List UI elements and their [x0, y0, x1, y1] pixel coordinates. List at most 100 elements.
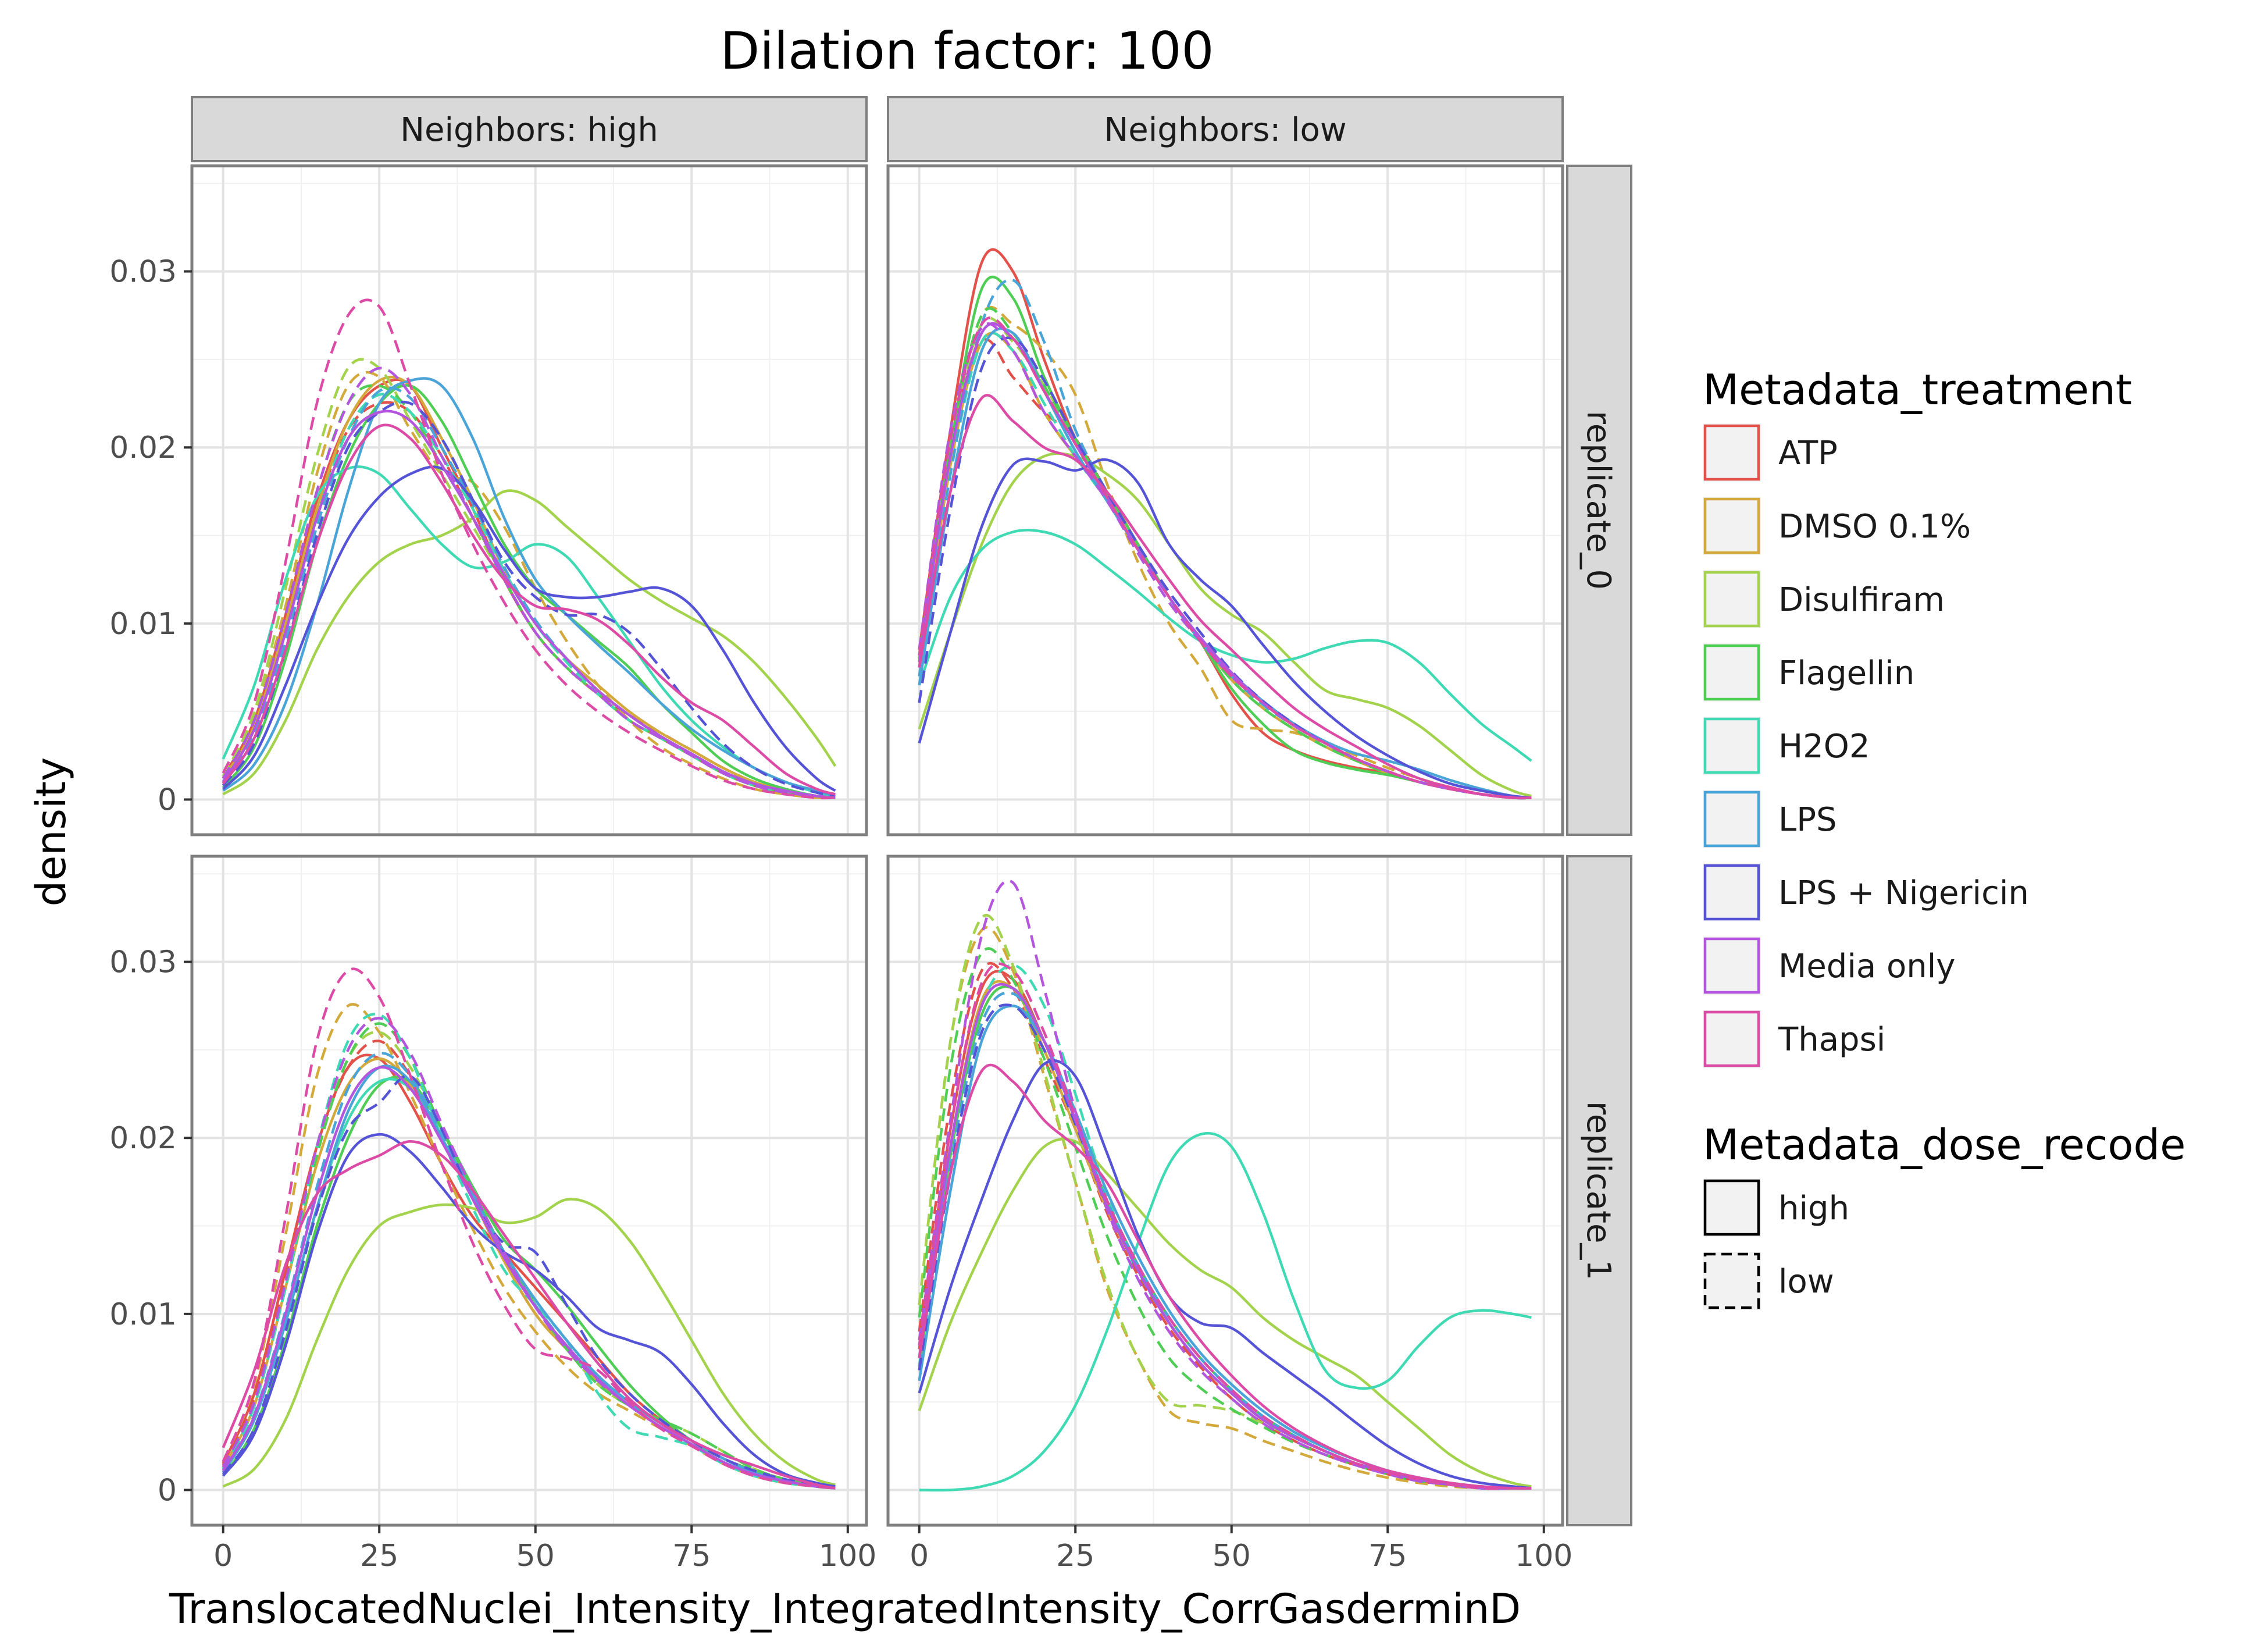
panel-background [888, 856, 1563, 1525]
x-axis-title: TranslocatedNuclei_Intensity_IntegratedI… [169, 1585, 1521, 1633]
strip-background [1566, 165, 1632, 836]
facet-row-label: replicate_0 [1579, 411, 1617, 590]
density-line [918, 1137, 1532, 1488]
density-line [222, 366, 836, 799]
legend-label: ATP [1778, 435, 1838, 472]
legend-item-treatment: Thapsi [1703, 1010, 1885, 1068]
facet-column-strip: Neighbors: low [887, 96, 1564, 162]
y-tick-label: 0.01 [109, 1297, 177, 1332]
density-curves [918, 248, 1532, 800]
density-line [919, 1131, 1532, 1492]
facet-column-strip: Neighbors: high [191, 96, 868, 162]
facet-panel: 0 25 50 75 100 [886, 855, 1572, 1573]
legend-item-dose: high [1703, 1179, 1849, 1237]
density-line [918, 926, 1532, 1490]
y-tick-label: 0.03 [109, 945, 177, 980]
legend-key [1703, 497, 1761, 555]
legend-key-outline [1703, 1252, 1760, 1309]
x-tick-label: 50 [1213, 1539, 1251, 1573]
density-line [918, 316, 1532, 800]
density-line [918, 879, 1532, 1490]
density-curves [222, 298, 837, 800]
facet-row-strip: replicate_0 [1566, 165, 1632, 836]
legend-label: LPS + Nigericin [1778, 874, 2029, 912]
legend-key [1703, 1252, 1761, 1310]
legend-key-outline [1703, 571, 1760, 628]
panel-border [190, 855, 868, 1527]
density-line [222, 371, 836, 800]
legend-key [1703, 423, 1761, 482]
facet-panel [886, 164, 1564, 836]
legend-item-treatment: DMSO 0.1% [1703, 497, 1971, 555]
legend-item-treatment: ATP [1703, 423, 1838, 482]
panel-border [886, 164, 1564, 836]
y-axis-title: density [27, 757, 75, 907]
legend-key-outline [1703, 791, 1760, 848]
legend-key-outline [1703, 497, 1760, 554]
legend-key-outline [1703, 937, 1760, 994]
x-tick-label: 25 [1056, 1539, 1094, 1573]
density-line [222, 423, 836, 796]
legend: Metadata_treatment ATP DMSO 0.1% Disulfiram… [1703, 365, 2185, 1310]
density-line [918, 322, 1532, 800]
density-line [222, 1198, 836, 1488]
facet-panel: 0 0.01 0.02 0.03 0 25 50 75 100 [109, 855, 876, 1573]
facet-panels: Neighbors: high Neighbors: low replicate_0… [109, 96, 1632, 1573]
y-tick-label: 0.03 [109, 255, 177, 290]
x-tick-label: 100 [1515, 1539, 1572, 1573]
y-tick-label: 0.02 [109, 1121, 177, 1156]
x-tick-label: 75 [672, 1539, 711, 1573]
panel-border [190, 164, 868, 836]
density-line [918, 394, 1532, 800]
legend-item-treatment: Media only [1703, 937, 1955, 995]
legend-title-treatment: Metadata_treatment [1703, 365, 2132, 414]
legend-label: Thapsi [1778, 1021, 1885, 1059]
legend-key [1703, 643, 1761, 702]
y-tick-label: 0.01 [109, 607, 177, 642]
legend-key-outline [1703, 717, 1760, 774]
legend-key [1703, 1010, 1761, 1068]
density-line [222, 967, 836, 1490]
strip-background [1566, 855, 1632, 1526]
density-line [222, 410, 836, 799]
y-tick-label: 0.02 [109, 430, 177, 465]
facet-column-label: Neighbors: high [400, 111, 658, 149]
legend-key-outline [1703, 1179, 1760, 1236]
x-tick-label: 50 [516, 1539, 555, 1573]
facet-panel: 0 0.01 0.02 0.03 [109, 164, 868, 836]
legend-key-outline [1703, 424, 1760, 481]
legend-key [1703, 570, 1761, 628]
density-line [222, 298, 836, 800]
density-line [222, 465, 836, 792]
density-line [918, 452, 1532, 797]
legend-key [1703, 937, 1761, 995]
legend-item-treatment: H2O2 [1703, 717, 1870, 775]
legend-item-treatment: Flagellin [1703, 643, 1914, 702]
density-line [222, 1140, 836, 1490]
legend-label: DMSO 0.1% [1778, 508, 1971, 546]
legend-key-outline [1703, 644, 1760, 701]
facet-column-label: Neighbors: low [1104, 111, 1346, 149]
x-tick-label: 25 [360, 1539, 398, 1573]
legend-key [1703, 1179, 1761, 1237]
density-line [222, 489, 837, 796]
density-line [918, 457, 1532, 799]
facet-row-label: replicate_1 [1579, 1101, 1617, 1280]
legend-label: Disulfiram [1778, 581, 1945, 619]
density-line [918, 1063, 1532, 1490]
density-line [918, 336, 1532, 800]
x-tick-label: 100 [819, 1539, 876, 1573]
y-tick-label: 0 [158, 1473, 177, 1508]
x-tick-label: 0 [213, 1539, 233, 1573]
legend-key-outline [1703, 864, 1760, 921]
x-tick-label: 75 [1368, 1539, 1407, 1573]
density-curves [222, 967, 836, 1490]
density-line [222, 400, 836, 797]
y-tick-label: 0 [158, 782, 177, 817]
legend-label: low [1778, 1263, 1834, 1301]
plot-title: Dilation factor: 100 [721, 21, 1214, 81]
panel-border [886, 855, 1564, 1527]
panel-background [888, 166, 1563, 835]
panel-background [192, 166, 866, 835]
